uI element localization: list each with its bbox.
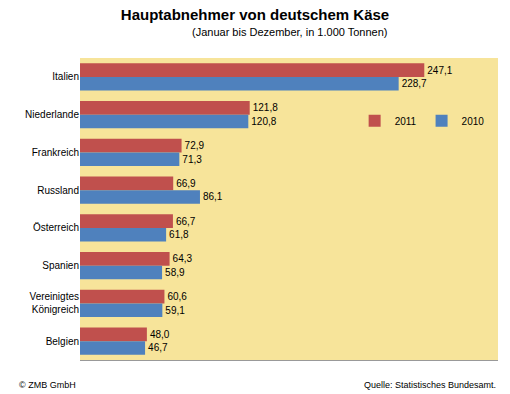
svg-text:2011: 2011 [395,116,417,127]
svg-text:60,6: 60,6 [167,291,187,302]
svg-text:© ZMB GmbH: © ZMB GmbH [19,380,76,390]
svg-text:59,1: 59,1 [165,305,185,316]
svg-text:120,8: 120,8 [251,116,276,127]
svg-text:Russland: Russland [37,185,79,196]
svg-text:61,8: 61,8 [169,229,189,240]
svg-text:Hauptabnehmer von deutschem Kä: Hauptabnehmer von deutschem Käse [121,6,389,23]
svg-text:(Januar bis Dezember, in 1.000: (Januar bis Dezember, in 1.000 Tonnen) [192,26,387,38]
svg-text:Spanien: Spanien [42,260,79,271]
svg-text:46,7: 46,7 [148,342,168,353]
svg-text:121,8: 121,8 [253,102,278,113]
svg-text:64,3: 64,3 [173,253,193,264]
svg-text:Niederlande: Niederlande [25,109,79,120]
svg-text:228,7: 228,7 [402,78,427,89]
svg-text:Belgien: Belgien [46,336,79,347]
svg-text:Österreich: Österreich [33,222,79,233]
svg-text:2010: 2010 [462,116,485,127]
svg-text:Italien: Italien [52,71,79,82]
svg-text:71,3: 71,3 [182,154,202,165]
svg-text:86,1: 86,1 [203,191,223,202]
svg-text:58,9: 58,9 [165,267,185,278]
svg-text:66,7: 66,7 [176,216,196,227]
svg-text:Frankreich: Frankreich [32,147,79,158]
svg-text:66,9: 66,9 [176,178,196,189]
svg-text:48,0: 48,0 [150,329,170,340]
svg-text:247,1: 247,1 [427,65,452,76]
svg-text:72,9: 72,9 [185,140,205,151]
svg-text:VereinigtesKönigreich: VereinigtesKönigreich [30,291,79,315]
svg-text:Quelle: Statistisches Bundesam: Quelle: Statistisches Bundesamt. [364,380,496,390]
